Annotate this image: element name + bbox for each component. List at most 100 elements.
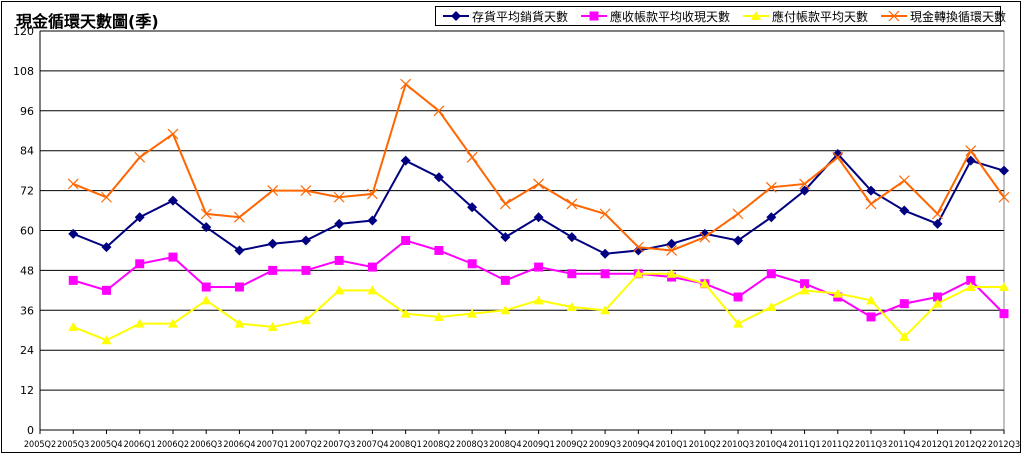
data-point bbox=[832, 151, 844, 163]
data-point bbox=[201, 282, 211, 292]
data-point bbox=[899, 299, 909, 309]
data-point bbox=[101, 242, 112, 253]
y-tick-label: 72 bbox=[20, 185, 34, 198]
x-tick-label: 2007Q2 bbox=[290, 440, 322, 450]
y-tick-label: 84 bbox=[20, 145, 34, 158]
data-point bbox=[268, 265, 278, 275]
x-tick-label: 2012Q2 bbox=[955, 440, 987, 450]
data-point bbox=[467, 202, 478, 213]
data-point bbox=[135, 259, 145, 269]
series-0 bbox=[68, 149, 1009, 259]
data-point bbox=[799, 285, 810, 295]
data-point bbox=[434, 245, 444, 255]
data-point bbox=[466, 151, 478, 163]
data-point bbox=[500, 232, 511, 243]
data-point bbox=[932, 218, 943, 229]
legend-marker bbox=[888, 10, 900, 22]
x-tick-label: 2011Q4 bbox=[888, 440, 920, 450]
x-tick-label: 2011Q2 bbox=[822, 440, 854, 450]
data-point bbox=[666, 238, 677, 249]
y-tick-label: 24 bbox=[20, 344, 34, 357]
data-point bbox=[500, 305, 511, 315]
data-point bbox=[500, 275, 510, 285]
x-tick-label: 2006Q2 bbox=[157, 440, 189, 450]
series-2 bbox=[68, 268, 1009, 345]
data-point bbox=[134, 318, 145, 328]
data-point bbox=[898, 175, 910, 187]
x-tick-label: 2005Q3 bbox=[57, 440, 89, 450]
data-point bbox=[932, 208, 943, 220]
legend-label: 存貨平均銷貨天數 bbox=[472, 9, 569, 24]
y-tick-label: 12 bbox=[20, 384, 34, 397]
y-tick-label: 120 bbox=[13, 25, 34, 38]
legend-item: 應付帳款平均天數 bbox=[742, 8, 868, 25]
data-point bbox=[666, 245, 678, 256]
data-point bbox=[733, 292, 743, 302]
data-point bbox=[168, 252, 178, 262]
data-point bbox=[999, 309, 1009, 319]
legend-swatch bbox=[443, 11, 469, 21]
data-point bbox=[400, 155, 411, 166]
legend-swatch bbox=[581, 11, 608, 21]
data-point bbox=[533, 295, 544, 305]
data-point bbox=[400, 308, 411, 318]
data-point bbox=[267, 321, 278, 331]
x-tick-label: 2011Q3 bbox=[855, 440, 887, 450]
data-point bbox=[965, 282, 976, 292]
data-point bbox=[400, 78, 412, 90]
data-point bbox=[234, 211, 245, 223]
x-tick-label: 2012Q1 bbox=[921, 440, 953, 450]
data-point bbox=[300, 235, 311, 246]
legend-item: 存貨平均銷貨天數 bbox=[442, 8, 568, 25]
data-point bbox=[300, 185, 312, 197]
data-point bbox=[367, 262, 377, 272]
data-point bbox=[300, 315, 311, 325]
y-tick-label: 96 bbox=[20, 105, 34, 118]
x-tick-label: 2007Q1 bbox=[257, 440, 289, 450]
legend-swatch bbox=[881, 10, 908, 22]
legend-marker bbox=[751, 11, 762, 20]
data-point bbox=[932, 298, 943, 308]
data-point bbox=[267, 185, 279, 197]
x-tick-label: 2008Q3 bbox=[456, 440, 488, 450]
x-tick-label: 2009Q3 bbox=[589, 440, 621, 450]
x-tick-label: 2006Q1 bbox=[124, 440, 156, 450]
data-point bbox=[699, 278, 710, 288]
x-tick-label: 2009Q2 bbox=[556, 440, 588, 450]
data-point bbox=[333, 191, 345, 203]
data-point bbox=[998, 191, 1010, 203]
data-point bbox=[766, 301, 777, 311]
data-point bbox=[799, 178, 810, 190]
data-point bbox=[666, 268, 677, 278]
legend-label: 應收帳款平均收現天數 bbox=[610, 9, 731, 24]
data-point bbox=[566, 232, 577, 243]
series-3 bbox=[67, 78, 1010, 256]
x-tick-label: 2008Q2 bbox=[423, 440, 455, 450]
data-point bbox=[234, 282, 244, 292]
data-point bbox=[68, 228, 79, 239]
data-point bbox=[366, 188, 378, 200]
y-tick-label: 0 bbox=[27, 424, 34, 437]
chart-title: 現金循環天數圖(季) bbox=[16, 12, 159, 31]
data-point bbox=[599, 208, 611, 220]
legend-item: 現金轉換循環天數 bbox=[880, 8, 1006, 25]
data-point bbox=[234, 318, 245, 328]
legend-marker bbox=[451, 11, 461, 21]
data-point bbox=[765, 181, 777, 193]
data-point bbox=[267, 238, 278, 249]
y-tick-label: 36 bbox=[20, 304, 34, 317]
data-point bbox=[367, 285, 378, 295]
data-point bbox=[499, 198, 511, 210]
x-tick-label: 2012Q3 bbox=[988, 440, 1020, 450]
y-tick-label: 60 bbox=[20, 225, 34, 238]
data-point bbox=[933, 292, 943, 302]
data-point bbox=[67, 178, 79, 190]
x-tick-label: 2011Q1 bbox=[788, 440, 820, 450]
data-point bbox=[167, 318, 178, 328]
data-point bbox=[600, 305, 611, 315]
data-point bbox=[433, 105, 445, 117]
data-point bbox=[134, 151, 146, 163]
data-point bbox=[899, 331, 910, 341]
data-point bbox=[800, 279, 810, 289]
